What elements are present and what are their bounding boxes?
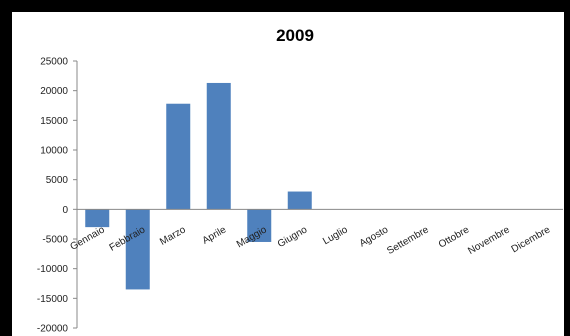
bar-marzo (166, 103, 191, 210)
y-tick-label: 0 (62, 205, 68, 216)
bar-maggio (247, 209, 272, 242)
category-label-giugno: Giugno (276, 224, 310, 250)
category-label-settembre: Settembre (385, 224, 431, 257)
bar-giugno (287, 191, 312, 210)
y-tick-label: -5000 (42, 235, 68, 246)
bar-gennaio (85, 209, 110, 228)
chart-title: 2009 (276, 26, 314, 45)
bar-aprile (206, 82, 231, 210)
category-label-novembre: Novembre (466, 224, 512, 257)
y-tick-label: 5000 (46, 175, 69, 186)
y-tick-label: 15000 (40, 116, 68, 127)
y-tick-label: -15000 (37, 294, 69, 305)
y-axis: 25000 20000 15000 10000 5000 0 -5000 -10000 -150… (37, 57, 78, 335)
y-tick-label: -10000 (37, 264, 69, 275)
category-label-dicembre: Dicembre (510, 224, 553, 255)
category-label-marzo: Marzo (158, 224, 188, 248)
y-tick-label: 25000 (40, 57, 68, 68)
category-label-aprile: Aprile (201, 224, 229, 247)
y-tick-label: 10000 (40, 146, 68, 157)
category-label-luglio: Luglio (321, 224, 350, 247)
y-tick-label: 20000 (40, 86, 68, 97)
chart-area (12, 12, 564, 336)
y-tick-label: -20000 (37, 324, 69, 335)
bars (85, 82, 312, 290)
category-label-agosto: Agosto (358, 224, 391, 249)
bar-febbraio (125, 209, 150, 290)
